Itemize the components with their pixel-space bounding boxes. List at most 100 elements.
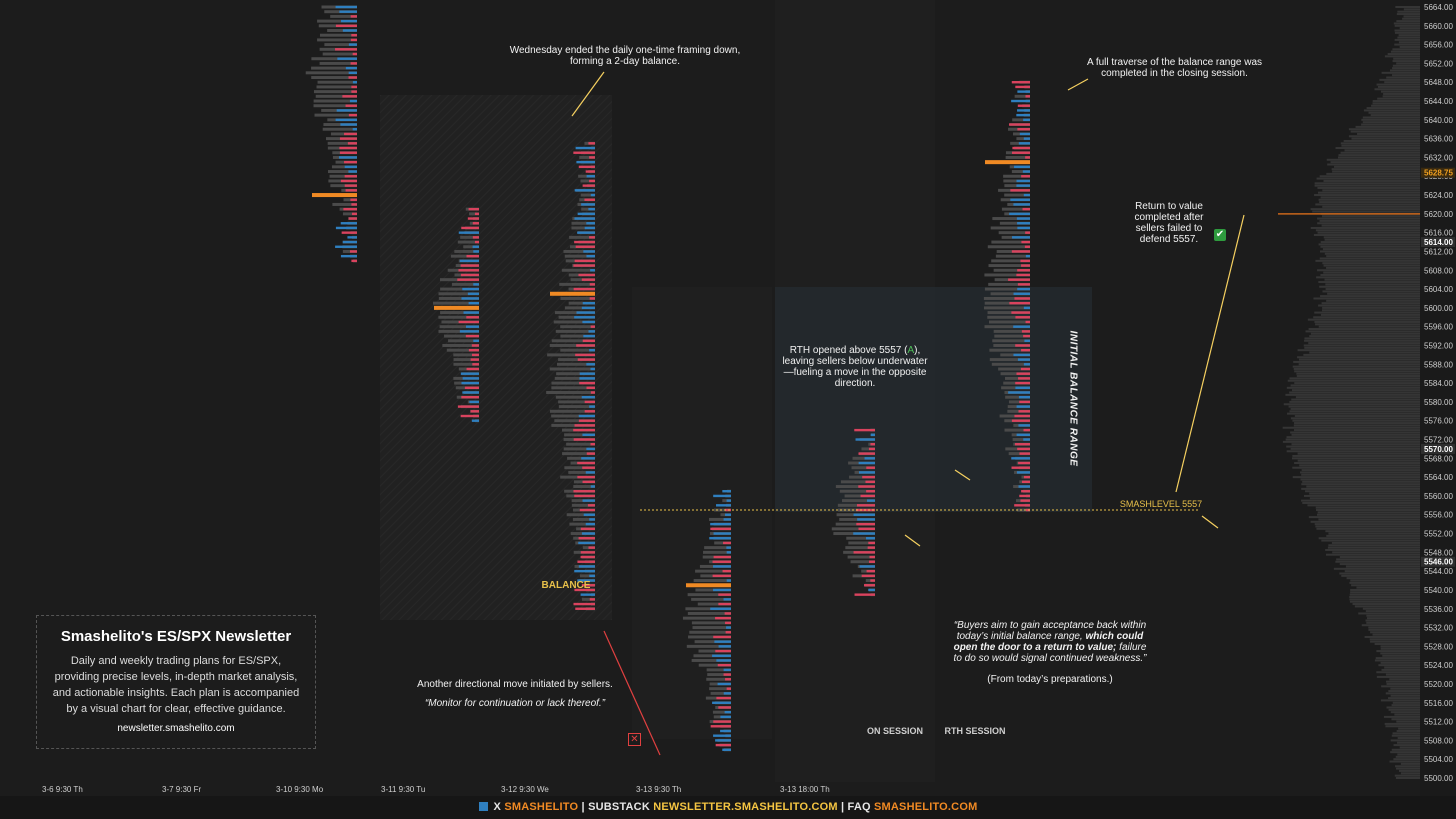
- tpo-profile-row: [558, 400, 595, 404]
- price-tick-label: 5596.00: [1424, 323, 1453, 332]
- volume-delta-bar: [466, 254, 479, 258]
- composite-volume-bar: [1393, 22, 1420, 25]
- composite-volume-bar: [1292, 466, 1420, 469]
- volume-delta-bar: [1023, 475, 1030, 479]
- tpo-profile-row: [446, 348, 479, 352]
- tpo-profile-row: [709, 517, 731, 521]
- x-icon: [478, 802, 488, 811]
- volume-delta-bar: [586, 254, 595, 258]
- tpo-profile-row: [694, 640, 731, 644]
- footer-faq-label: FAQ: [847, 801, 871, 813]
- composite-volume-bar: [1315, 525, 1420, 528]
- tpo-profile-row: [1014, 94, 1030, 98]
- volume-delta-bar: [574, 189, 595, 192]
- volume-delta-bar: [717, 663, 731, 667]
- price-tick-label: 5552.00: [1424, 530, 1453, 539]
- footer-substack-url[interactable]: NEWSLETTER.SMASHELITO.COM: [653, 801, 838, 813]
- composite-volume-bar: [1292, 454, 1420, 457]
- volume-delta-bar: [1008, 391, 1030, 394]
- footer-x-handle[interactable]: SMASHELITO: [504, 801, 579, 813]
- volume-delta-bar: [589, 574, 595, 578]
- price-highlight-label: 5628.75: [1424, 169, 1453, 178]
- composite-volume-bar: [1316, 276, 1420, 279]
- composite-volume-bar: [1320, 273, 1420, 276]
- composite-volume-bar: [1368, 628, 1420, 631]
- tpo-profile-row: [698, 649, 731, 653]
- volume-delta-bar: [574, 588, 595, 592]
- volume-delta-bar: [1010, 198, 1030, 201]
- volume-delta-bar: [340, 179, 357, 183]
- composite-volume-bar: [1349, 581, 1420, 584]
- price-tick-label: 5564.00: [1424, 473, 1453, 482]
- volume-delta-bar: [715, 649, 731, 653]
- volume-delta-bar: [579, 372, 595, 375]
- composite-volume-bar: [1361, 123, 1420, 126]
- tpo-profile-row: [551, 423, 595, 427]
- volume-delta-bar: [578, 419, 595, 422]
- price-axis-bg: [1420, 0, 1456, 796]
- volume-delta-bar: [344, 175, 357, 178]
- volume-delta-bar: [457, 405, 479, 408]
- composite-volume-bar: [1308, 328, 1420, 331]
- composite-volume-bar: [1286, 445, 1420, 448]
- price-highlight-bg: [1421, 556, 1455, 567]
- volume-delta-bar: [345, 104, 357, 107]
- tpo-profile-row: [438, 296, 479, 300]
- volume-delta-bar: [589, 156, 595, 159]
- tpo-profile-row: [1004, 428, 1030, 432]
- composite-volume-bar: [1363, 109, 1420, 112]
- composite-volume-bar: [1321, 215, 1420, 218]
- volume-delta-bar: [581, 457, 595, 460]
- composite-volume-bar: [1296, 375, 1420, 378]
- tpo-profile-row: [572, 517, 595, 521]
- volume-delta-bar: [717, 682, 731, 686]
- price-tick-label: 5556.00: [1424, 511, 1453, 520]
- volume-delta-bar: [345, 66, 357, 70]
- volume-delta-bar: [473, 339, 479, 342]
- tpo-profile-row: [840, 480, 875, 484]
- composite-volume-bar: [1293, 367, 1420, 370]
- composite-volume-bar: [1396, 729, 1420, 732]
- tpo-profile-row: [989, 348, 1030, 352]
- volume-delta-bar: [726, 579, 731, 582]
- tpo-profile-row: [551, 386, 595, 390]
- volume-delta-bar: [575, 353, 595, 357]
- tpo-profile-row: [990, 292, 1030, 296]
- volume-delta-bar: [589, 348, 595, 352]
- composite-volume-bar: [1344, 570, 1420, 573]
- volume-delta-bar: [573, 151, 595, 154]
- volume-delta-bar: [858, 527, 875, 531]
- volume-delta-bar: [1018, 142, 1030, 145]
- volume-delta-bar: [340, 254, 357, 258]
- tpo-profile-row: [563, 249, 595, 253]
- tpo-profile-row: [460, 235, 479, 239]
- tpo-profile-row: [332, 202, 357, 206]
- volume-delta-bar: [465, 334, 479, 338]
- tpo-profile-row: [569, 522, 595, 526]
- volume-delta-bar: [340, 222, 357, 225]
- composite-volume-bar: [1306, 485, 1420, 488]
- volume-delta-bar: [718, 602, 731, 606]
- composite-volume-bar: [1366, 107, 1420, 110]
- footer-faq-url[interactable]: SMASHELITO.COM: [874, 801, 978, 813]
- volume-delta-bar: [586, 222, 595, 225]
- volume-delta-bar: [350, 198, 357, 201]
- composite-volume-bar: [1386, 76, 1420, 79]
- composite-volume-bar: [1383, 715, 1420, 718]
- composite-volume-bar: [1285, 393, 1420, 396]
- volume-delta-bar: [337, 57, 357, 60]
- volume-delta-bar: [726, 687, 731, 690]
- newsletter-url[interactable]: newsletter.smashelito.com: [117, 723, 235, 734]
- composite-volume-bar: [1291, 398, 1420, 401]
- composite-volume-bar: [1294, 415, 1420, 418]
- volume-delta-bar: [1009, 212, 1030, 216]
- composite-volume-bar: [1334, 165, 1420, 168]
- volume-delta-bar: [1017, 283, 1030, 286]
- composite-volume-bar: [1396, 13, 1420, 16]
- composite-volume-bar: [1287, 412, 1420, 415]
- volume-delta-bar: [1021, 175, 1030, 178]
- composite-volume-bar: [1283, 403, 1420, 406]
- smashlevel-label: SMASHLEVEL 5557: [1119, 499, 1203, 509]
- tpo-profile-row: [704, 546, 731, 550]
- volume-delta-bar: [576, 311, 595, 314]
